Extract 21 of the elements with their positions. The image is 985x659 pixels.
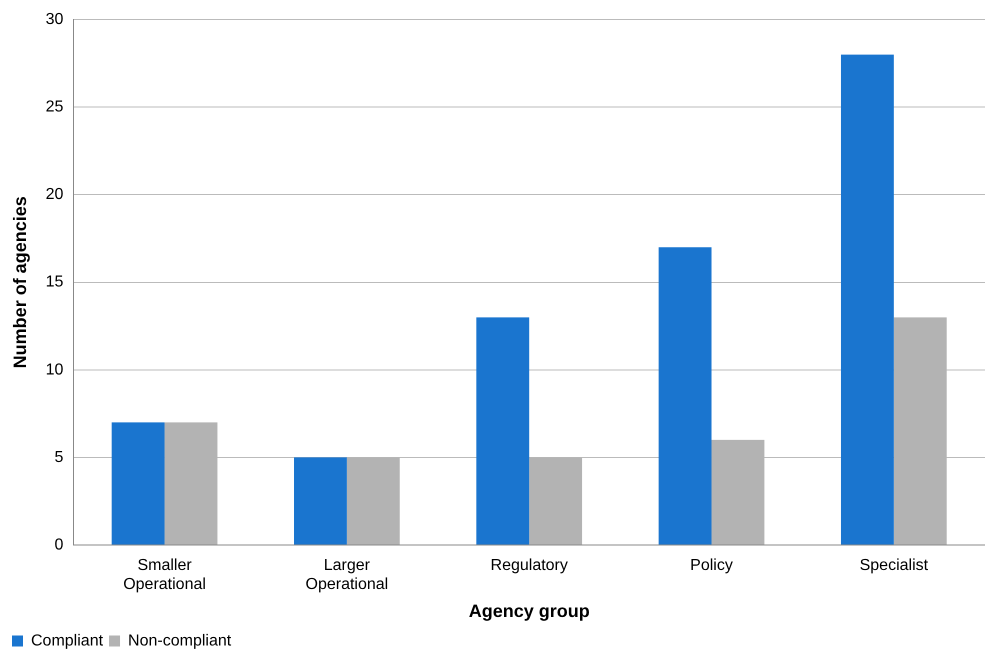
y-tick-label: 0	[54, 536, 64, 554]
y-tick-label: 20	[46, 186, 64, 204]
y-tick-label: 30	[46, 11, 64, 28]
x-tick-label: Larger Operational	[306, 557, 388, 594]
x-tick-label: Specialist	[860, 557, 929, 574]
y-axis-title: Number of agencies	[10, 196, 30, 368]
y-tick-label: 10	[46, 361, 64, 378]
x-tick-label: Smaller Operational	[123, 557, 206, 594]
legend-label: Compliant	[31, 632, 104, 650]
bar	[658, 247, 712, 544]
bar	[112, 422, 165, 544]
x-tick-label: Regulatory	[490, 557, 568, 574]
x-axis-title: Agency group	[468, 601, 590, 622]
legend-label: Non-compliant	[128, 632, 232, 650]
bar	[294, 457, 347, 544]
y-tick-label: 5	[54, 448, 64, 466]
bar	[840, 54, 894, 544]
bar	[476, 317, 530, 544]
x-tick-label: Policy	[690, 557, 733, 574]
y-tick-label: 25	[46, 98, 64, 116]
y-tick-label: 15	[46, 274, 64, 291]
